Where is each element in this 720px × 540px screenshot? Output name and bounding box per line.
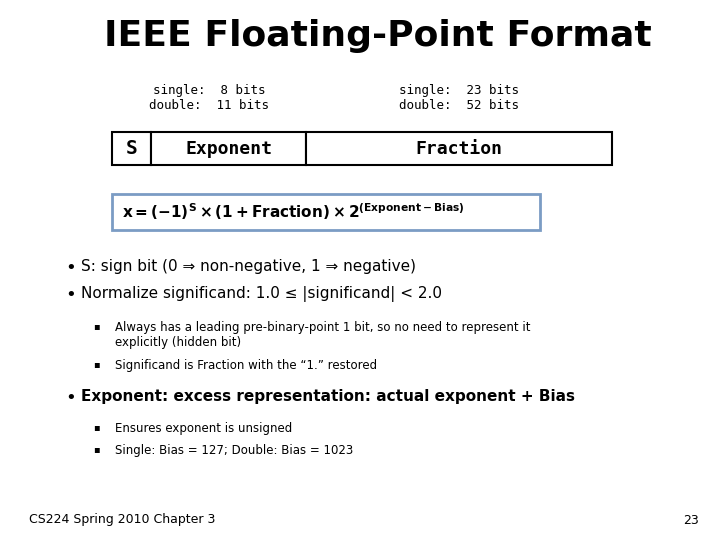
Text: ▪: ▪ (94, 321, 100, 332)
Text: Exponent: excess representation: actual exponent + Bias: Exponent: excess representation: actual … (81, 389, 575, 404)
Text: Single: Bias = 127; Double: Bias = 1023: Single: Bias = 127; Double: Bias = 1023 (115, 444, 354, 457)
Text: ▪: ▪ (94, 359, 100, 369)
Text: •: • (65, 286, 76, 304)
Text: S: sign bit (0 ⇒ non-negative, 1 ⇒ negative): S: sign bit (0 ⇒ non-negative, 1 ⇒ negat… (81, 259, 415, 274)
Text: S: S (125, 139, 138, 158)
Text: Significand is Fraction with the “1.” restored: Significand is Fraction with the “1.” re… (115, 359, 377, 372)
Text: •: • (65, 389, 76, 407)
Text: 23: 23 (683, 514, 698, 526)
Text: Normalize significand: 1.0 ≤ |significand| < 2.0: Normalize significand: 1.0 ≤ |significan… (81, 286, 441, 302)
Text: Fraction: Fraction (415, 139, 503, 158)
Text: ▪: ▪ (94, 422, 100, 433)
Text: $\mathbf{x = (-1)^S \times (1+Fraction) \times 2^{(Exponent-Bias)}}$: $\mathbf{x = (-1)^S \times (1+Fraction) … (122, 201, 465, 222)
Text: CS224 Spring 2010 Chapter 3: CS224 Spring 2010 Chapter 3 (29, 514, 215, 526)
Bar (112, 132, 151, 165)
Bar (112, 194, 540, 230)
Text: ▪: ▪ (94, 444, 100, 455)
Text: IEEE Floating-Point Format: IEEE Floating-Point Format (104, 19, 652, 53)
Text: Exponent: Exponent (185, 139, 272, 158)
Text: single:  8 bits
double:  11 bits: single: 8 bits double: 11 bits (149, 84, 269, 112)
Text: single:  23 bits
double:  52 bits: single: 23 bits double: 52 bits (399, 84, 519, 112)
Text: •: • (65, 259, 76, 277)
Bar (151, 132, 306, 165)
Text: Always has a leading pre-binary-point 1 bit, so no need to represent it
explicit: Always has a leading pre-binary-point 1 … (115, 321, 531, 349)
Text: Ensures exponent is unsigned: Ensures exponent is unsigned (115, 422, 292, 435)
Bar (306, 132, 612, 165)
